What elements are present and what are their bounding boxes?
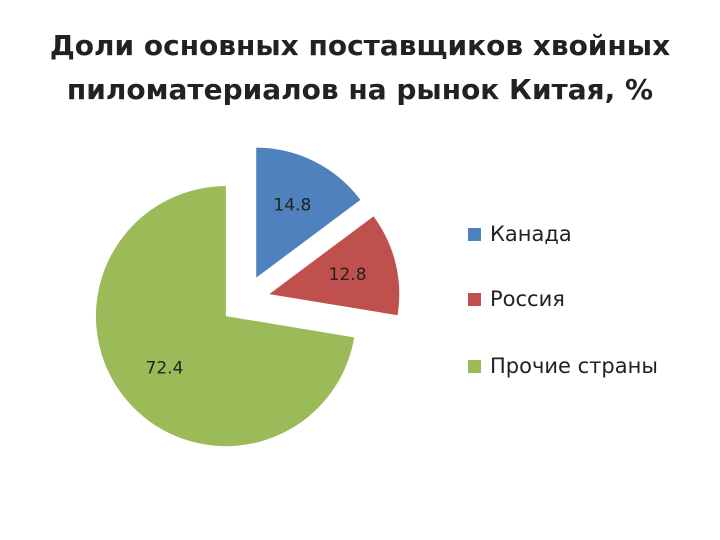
legend-label: Канада: [490, 222, 572, 246]
legend-swatch: [468, 360, 481, 373]
data-label: 12.8: [329, 265, 367, 285]
pie-slice: [95, 186, 355, 447]
pie-slice: [269, 216, 400, 316]
legend-swatch: [468, 228, 481, 241]
chart-title: Доли основных поставщиков хвойных пилома…: [49, 29, 671, 106]
data-label: 14.8: [273, 196, 311, 216]
pie-slice: [256, 147, 361, 278]
legend-swatch: [468, 293, 481, 306]
legend-label: Россия: [490, 287, 565, 311]
data-label: 72.4: [146, 358, 184, 378]
legend-label: Прочие страны: [490, 354, 658, 378]
